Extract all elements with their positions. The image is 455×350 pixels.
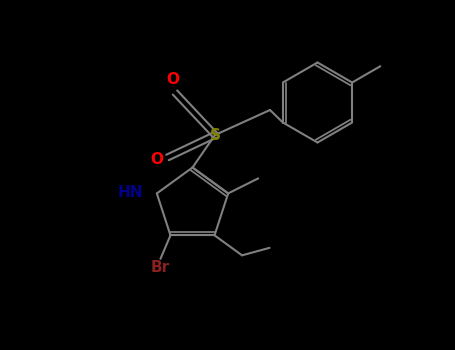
Text: O: O bbox=[166, 72, 179, 88]
Text: S: S bbox=[209, 127, 221, 142]
Text: Br: Br bbox=[151, 260, 170, 275]
Text: HN: HN bbox=[117, 185, 143, 200]
Text: O: O bbox=[150, 153, 163, 168]
